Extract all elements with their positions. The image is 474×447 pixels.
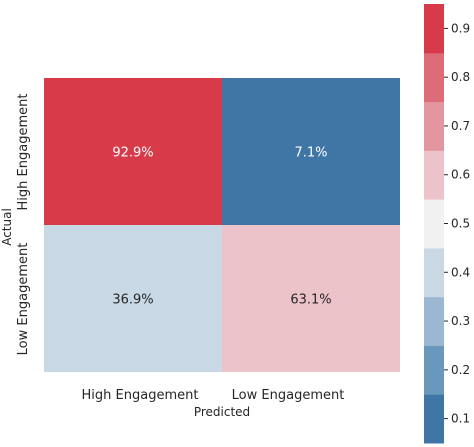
heatmap-cell xyxy=(222,225,400,372)
y-tick-label: Low Engagement xyxy=(16,243,31,356)
x-tick-label: High Engagement xyxy=(82,388,199,403)
colorbar-segment xyxy=(424,52,444,103)
colorbar-tick-label: 0.7 xyxy=(451,119,470,133)
heatmap-cells xyxy=(44,78,400,372)
colorbar-segment xyxy=(424,296,444,346)
y-tick-label: High Engagement xyxy=(16,94,31,211)
heatmap-cell xyxy=(44,78,222,225)
colorbar-tick-label: 0.2 xyxy=(451,363,470,377)
x-tick-label: Low Engagement xyxy=(232,388,345,403)
heatmap-cell-labels: 92.9% 7.1% 36.9% 63.1% xyxy=(112,146,331,308)
heatmap-cell xyxy=(44,225,222,372)
colorbar-tick-label: 0.8 xyxy=(451,70,470,84)
colorbar-segment xyxy=(424,394,444,444)
colorbar-segment xyxy=(424,150,444,200)
colorbar-tick-label: 0.5 xyxy=(451,217,470,231)
heatmap-axes: High Engagement Low Engagement Predicted… xyxy=(0,94,344,419)
heatmap-cell-label: 63.1% xyxy=(290,293,331,308)
colorbar-tick-label: 0.9 xyxy=(451,21,470,35)
colorbar-segment xyxy=(424,101,444,151)
heatmap-cell xyxy=(222,78,400,225)
colorbar-segment xyxy=(424,345,444,395)
colorbar xyxy=(424,4,444,444)
colorbar-tick-label: 0.6 xyxy=(451,168,470,182)
colorbar-segment xyxy=(424,199,444,249)
heatmap-cell-label: 7.1% xyxy=(294,146,327,161)
colorbar-ticks: 0.1 0.2 0.3 0.4 0.5 0.6 0.7 0.8 0.9 xyxy=(444,21,470,426)
x-axis-title: Predicted xyxy=(194,405,250,419)
heatmap-cell-label: 36.9% xyxy=(112,293,153,308)
heatmap-cell-label: 92.9% xyxy=(112,146,153,161)
colorbar-tick-label: 0.1 xyxy=(451,412,470,426)
colorbar-tick-label: 0.4 xyxy=(451,265,470,279)
y-axis-title: Actual xyxy=(0,208,14,246)
colorbar-tick-label: 0.3 xyxy=(451,314,470,328)
colorbar-segment xyxy=(424,4,444,54)
colorbar-segment xyxy=(424,247,444,298)
